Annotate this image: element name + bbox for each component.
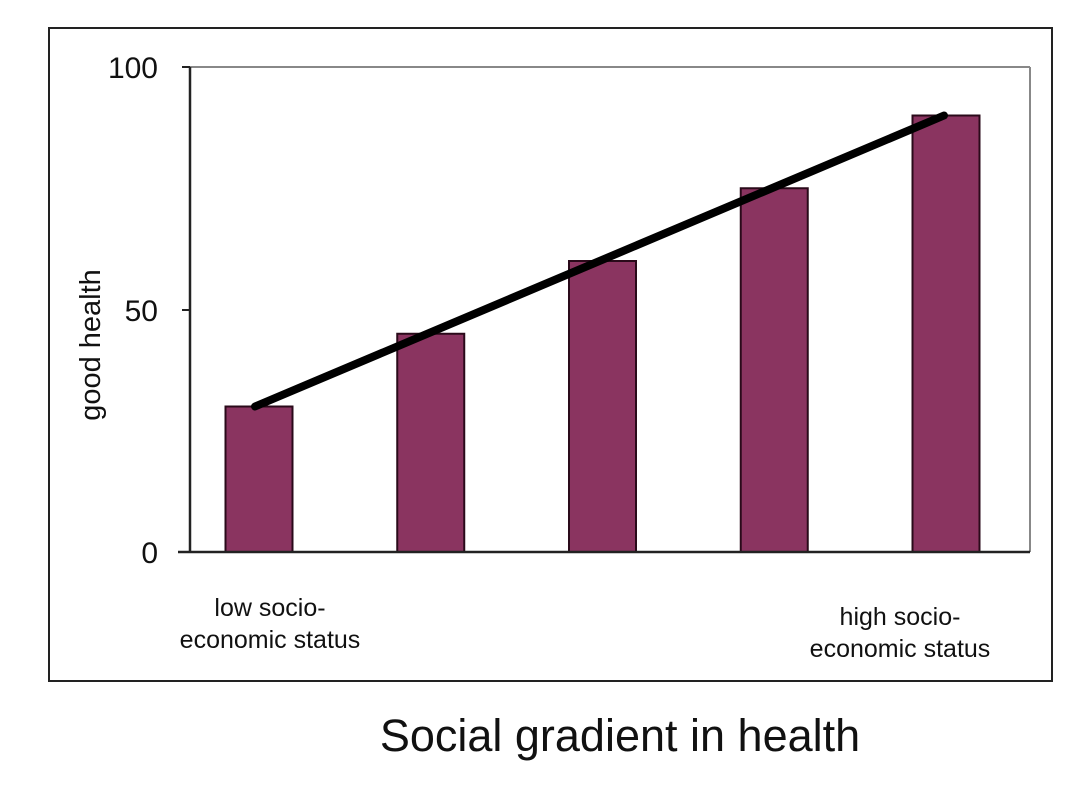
bar-3 xyxy=(568,260,637,553)
bar-5 xyxy=(911,114,981,553)
y-axis-label: good health xyxy=(75,269,107,421)
trend-line xyxy=(251,111,948,411)
y-tick-label-100: 100 xyxy=(108,52,158,85)
x-annotation-low: low socio- economic status xyxy=(179,594,361,654)
y-tick-label-50: 50 xyxy=(125,295,158,328)
bar-4 xyxy=(739,187,809,553)
chart-frame xyxy=(48,27,1053,682)
bar-2 xyxy=(396,332,466,553)
x-annotation-high: high socio- economic status xyxy=(809,603,991,663)
y-tick-label-0: 0 xyxy=(141,537,158,570)
chart-title: Social gradient in health xyxy=(379,710,861,761)
bar-1 xyxy=(224,405,294,553)
